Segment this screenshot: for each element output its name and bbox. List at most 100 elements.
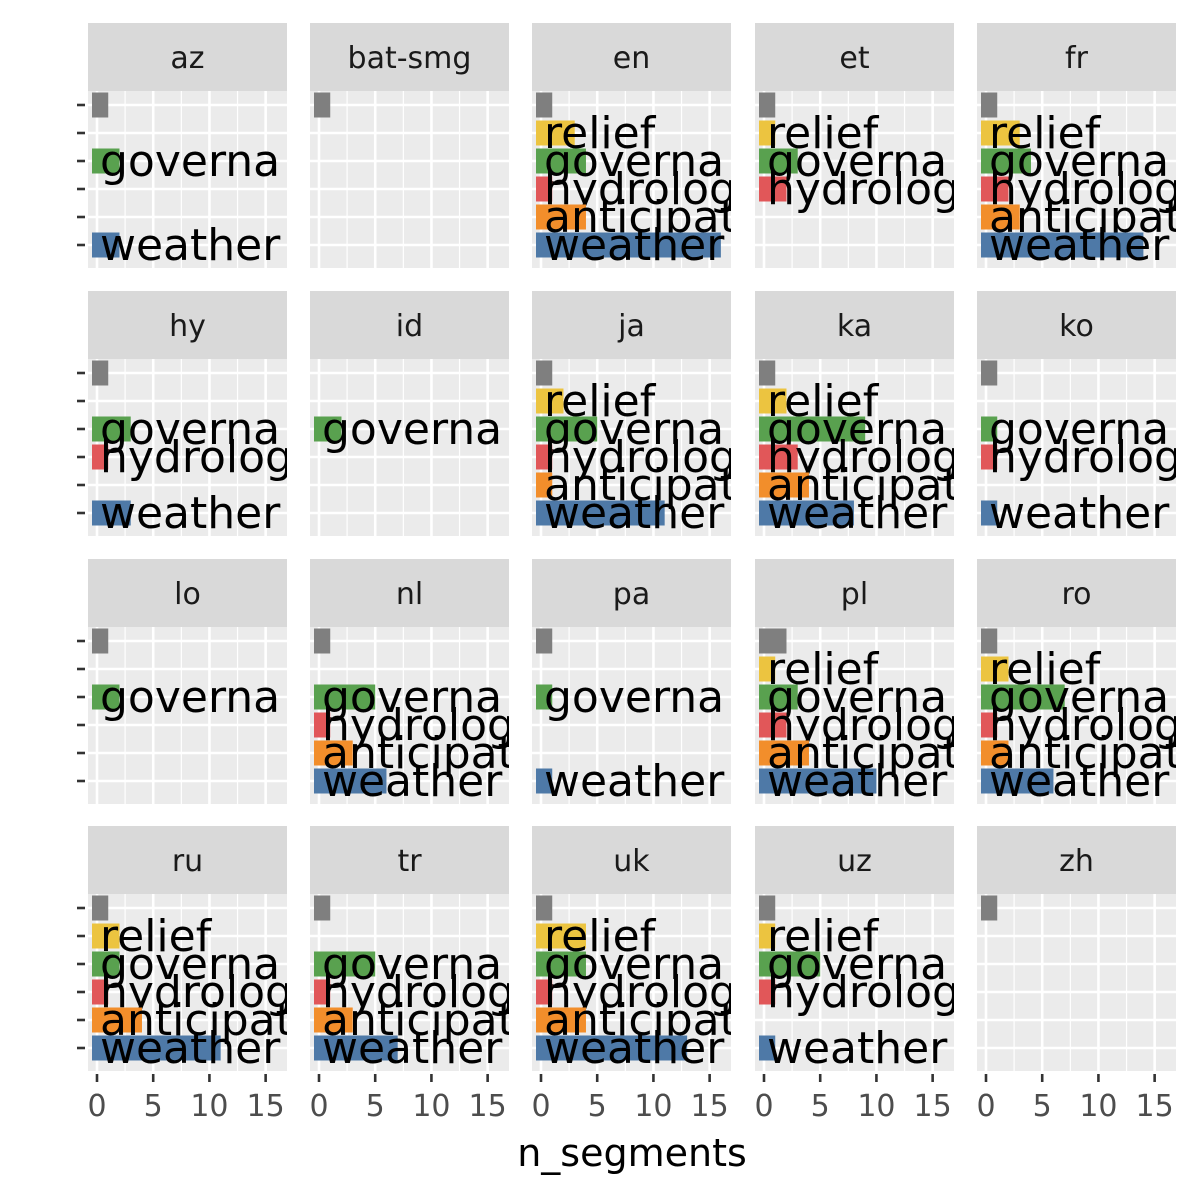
bar-governance [759,416,866,442]
bar-label-governance: governa [100,939,280,990]
bar-governance [314,684,376,710]
facet-strip-label: en [613,41,650,76]
bar-label-weather: weather [322,756,503,807]
bar-blank [92,360,109,386]
bar-anticipation [92,1007,142,1033]
bar-hydrology [759,176,787,202]
facet-strip [310,826,509,894]
bar-label-weather: weather [767,488,948,539]
bar-hydrology [536,979,553,1005]
bar-weather [981,232,1144,258]
bar-weather [759,768,877,794]
bar-label-weather: weather [767,1023,948,1074]
bar-governance [759,951,821,977]
bar-hydrology [536,444,553,470]
bar-blank [314,92,331,118]
facet-strip [88,291,287,359]
facet-strip [532,23,731,91]
bar-relief [536,923,586,949]
bar-label-weather: weather [544,756,725,807]
bar-governance [759,148,798,174]
bar-blank [759,360,776,386]
bar-governance [92,684,120,710]
bar-label-governance: governa [100,404,280,455]
bar-label-hydrology: hydrolog [544,432,737,483]
bar-label-hydrology: hydrolog [989,432,1182,483]
facet-strip-label: et [839,41,869,76]
facet-strip-label: pl [841,577,868,612]
bar-governance [981,148,1031,174]
bar-anticipation [314,740,353,766]
bar-hydrology [759,979,776,1005]
bar-blank [981,360,998,386]
x-tick-label: 0 [309,1089,328,1124]
bar-governance [536,951,586,977]
facet-panel-bat-smg: bat-smg [310,23,509,268]
bar-label-weather: weather [544,220,725,271]
bar-label-governance: governa [989,404,1169,455]
bar-blank [759,628,787,654]
facet-strip [532,291,731,359]
bar-governance [981,416,998,442]
x-tick-label: 10 [857,1089,895,1124]
bar-hydrology [536,176,553,202]
bar-governance [92,951,120,977]
bar-label-governance: governa [544,939,724,990]
panel-marks [314,92,331,118]
bar-blank [92,92,109,118]
panel-background [532,627,731,804]
x-tick-label: 15 [247,1089,285,1124]
facet-strip-label: uk [613,844,650,879]
facet-panel-lo: lo governa [77,559,287,804]
x-tick-label: 10 [634,1089,672,1124]
bar-label-weather: weather [989,488,1170,539]
bar-label-governance: governa [544,672,724,723]
panel-marks: governa [92,628,280,723]
bar-governance [536,416,598,442]
bar-governance [92,148,120,174]
bar-governance [759,684,798,710]
bar-label-hydrology: hydrolog [322,967,515,1018]
bar-hydrology [92,444,109,470]
panel-marks [981,895,998,921]
bar-relief [759,923,776,949]
bar-anticipation [981,204,1020,230]
bar-hydrology [759,712,787,738]
facet-strip-label: id [396,309,423,344]
bar-anticipation [759,740,809,766]
panel-marks: governa weather [536,628,725,807]
facet-panels: az governa weather bat-smg en reliefgovernahy… [77,23,1182,1124]
panel-background [310,359,509,536]
panel-background [310,91,509,268]
bar-anticipation [759,472,809,498]
bar-relief [536,388,564,414]
facet-strip-label: pa [613,577,650,612]
bar-weather [759,1035,776,1061]
panel-background [977,359,1176,536]
facet-strip [977,559,1176,627]
x-axis-title: n_segments [517,1131,747,1175]
x-tick-label: 15 [691,1089,729,1124]
bar-label-hydrology: hydrolog [989,164,1182,215]
x-tick-label: 0 [87,1089,106,1124]
panel-background [88,91,287,268]
x-tick-label: 15 [469,1089,507,1124]
facet-strip [977,23,1176,91]
bar-label-governance: governa [767,672,947,723]
x-tick-label: 10 [412,1089,450,1124]
bar-anticipation [536,204,586,230]
bar-label-governance: governa [544,404,724,455]
facet-strip-label: hy [169,309,206,344]
